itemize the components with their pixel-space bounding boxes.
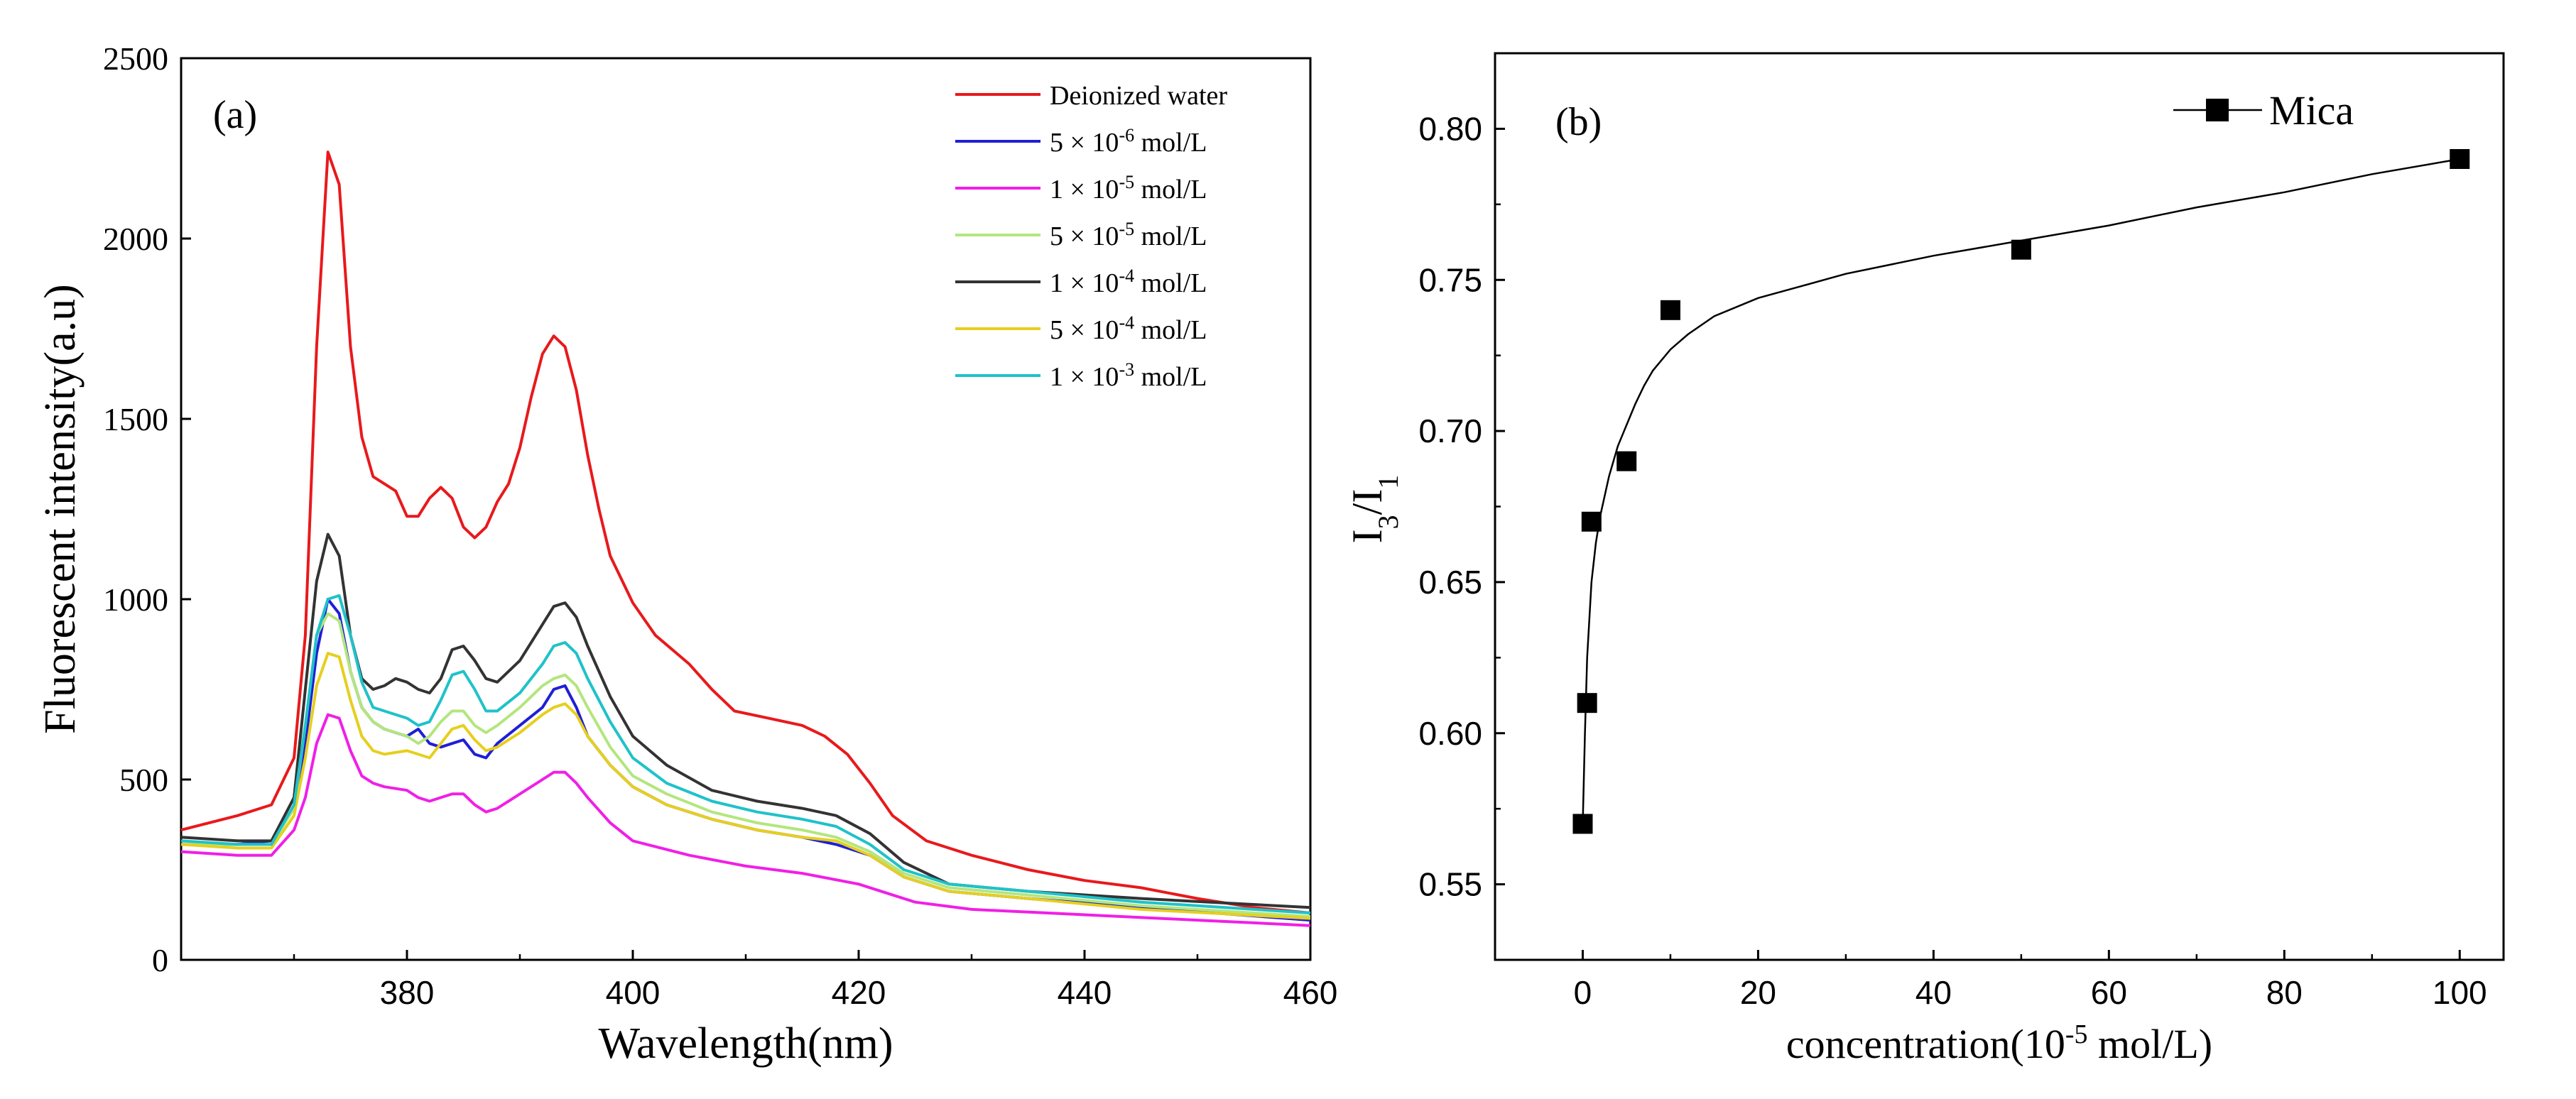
- panel-a-legend-label-2: 1 × 10-5 mol/L: [1050, 172, 1207, 205]
- panel-a-y-tick-label-4: 2000: [103, 221, 168, 257]
- panel-b-label: (b): [1555, 100, 1602, 144]
- panel-a-series-line-5: [180, 652, 1311, 920]
- panel-b-y-tick-label-5: 0.80: [1418, 110, 1482, 147]
- panel-a-legend-label-prefix: 5 × 10: [1050, 222, 1119, 251]
- panel-a-axis-ticks: 0 500 1000 1500 2000 2500 380 400 420 440 460: [103, 40, 1337, 1011]
- panel-a-y-tick-label-1: 500: [119, 762, 168, 798]
- panel-a-x-tick-label-0: 380: [380, 974, 435, 1011]
- panel-a-legend-label-1: 5 × 10-6 mol/L: [1050, 125, 1207, 158]
- panel-b-fit-curve: [1582, 158, 2460, 824]
- panel-a-series-line-0: [180, 151, 1311, 914]
- panel-a-legend-label-exponent: -5: [1119, 172, 1134, 192]
- panel-a-legend-label-suffix: mol/L: [1134, 128, 1207, 158]
- panel-a-series-group: [180, 151, 1311, 927]
- panel-b-y-tick-label-4: 0.75: [1418, 261, 1482, 298]
- panel-b-x-axis-label-exponent: -5: [2065, 1019, 2088, 1049]
- panel-b-legend: Mica: [2173, 87, 2354, 133]
- panel-b-data-point-4: [1660, 300, 1680, 320]
- panel-a-legend-label-3: 5 × 10-5 mol/L: [1050, 219, 1207, 252]
- panel-b-x-axis-label-prefix: concentration(10: [1786, 1021, 2065, 1067]
- panel-a-series-line-6: [180, 594, 1311, 914]
- panel-b-data-points: [1572, 148, 2470, 834]
- panel-a-series-line-3: [181, 612, 1311, 918]
- panel-b-y-tick-label-1: 0.60: [1418, 715, 1482, 752]
- panel-a-legend-label-prefix: 1 × 10: [1050, 362, 1119, 392]
- panel-a-legend-label-suffix: mol/L: [1134, 222, 1207, 251]
- panel-b-data-point-0: [1572, 814, 1593, 834]
- panel-a-legend-label-prefix: 5 × 10: [1050, 128, 1119, 158]
- panel-a-x-axis-label: Wavelength(nm): [598, 1019, 893, 1068]
- panel-a-legend-label-exponent: -6: [1119, 125, 1134, 146]
- panel-a-legend-label-prefix: 1 × 10: [1050, 268, 1119, 298]
- panel-b-x-tick-label-4: 80: [2266, 974, 2303, 1011]
- panel-b-y-tick-label-2: 0.65: [1418, 564, 1482, 601]
- panel-b-y-tick-label-0: 0.55: [1418, 866, 1482, 903]
- panel-b-y-tick-label-3: 0.70: [1418, 412, 1482, 449]
- panel-b-x-tick-label-5: 100: [2433, 974, 2487, 1011]
- panel-a-legend-label-suffix: mol/L: [1134, 315, 1207, 345]
- panel-a-y-axis-label: Fluorescent intensity(a.u): [36, 284, 85, 734]
- panel-a-legend-label-suffix: mol/L: [1134, 268, 1207, 298]
- panel-a-series-line-4: [180, 532, 1311, 909]
- panel-a-legend-label-exponent: -3: [1119, 359, 1134, 380]
- panel-b-x-tick-label-2: 40: [1915, 974, 1952, 1011]
- panel-a-y-tick-label-3: 1500: [103, 401, 168, 437]
- panel-a-legend-label-suffix: mol/L: [1134, 175, 1207, 204]
- panel-b-legend-text: Mica: [2269, 87, 2354, 133]
- panel-a-series-line-1: [181, 598, 1311, 922]
- panel-a-series-line-2: [180, 713, 1311, 927]
- panel-b-plot-frame: [1494, 52, 2505, 961]
- panel-b-data-point-3: [1616, 451, 1637, 471]
- panel-a-legend-label-4: 1 × 10-4 mol/L: [1050, 266, 1207, 299]
- panel-a-x-tick-label-3: 440: [1058, 974, 1112, 1011]
- panel-b-data-point-2: [1581, 511, 1602, 532]
- panel-a-legend-label-exponent: -4: [1119, 312, 1134, 333]
- panel-b-data-point-6: [2450, 148, 2470, 169]
- panel-b-x-tick-label-1: 20: [1740, 974, 1776, 1011]
- panel-a-legend-label-prefix: 1 × 10: [1050, 175, 1119, 204]
- panel-b-data-point-1: [1577, 693, 1597, 713]
- panel-a-label: (a): [213, 93, 257, 137]
- panel-b-ratio-chart: 0.55 0.60 0.65 0.70 0.75 0.80 0 20 40 60 80 100 (b)…: [1344, 52, 2505, 1067]
- panel-b-x-tick-label-0: 0: [1574, 974, 1592, 1011]
- panel-b-y-axis-label: I3/I1: [1344, 475, 1404, 544]
- panel-b-axis-ticks: 0.55 0.60 0.65 0.70 0.75 0.80 0 20 40 60 80 100: [1418, 110, 2487, 1011]
- panel-b-x-axis-label-suffix: mol/L): [2088, 1021, 2213, 1067]
- panel-b-y-axis-label-sub2: 1: [1372, 475, 1404, 489]
- panel-a-legend-label-suffix: mol/L: [1134, 362, 1207, 392]
- panel-a-legend-label-5: 5 × 10-4 mol/L: [1050, 312, 1207, 346]
- panel-b-y-axis-label-slash: /I: [1344, 489, 1391, 515]
- panel-a-legend-label-prefix: Deionized water: [1050, 81, 1227, 111]
- panel-b-x-tick-label-3: 60: [2091, 974, 2127, 1011]
- panel-a-x-tick-label-4: 460: [1283, 974, 1338, 1011]
- panel-a-y-tick-label-2: 1000: [103, 581, 168, 618]
- panel-a-y-tick-label-0: 0: [152, 942, 168, 978]
- panel-a-x-tick-label-1: 400: [606, 974, 661, 1011]
- panel-a-legend-label-exponent: -4: [1119, 266, 1134, 286]
- panel-a-x-tick-label-2: 420: [832, 974, 886, 1011]
- panel-b-x-axis-label: concentration(10-5 mol/L): [1786, 1019, 2212, 1067]
- panel-a-legend-label-6: 1 × 10-3 mol/L: [1050, 359, 1207, 393]
- panel-b-y-axis-label-main: I: [1344, 529, 1391, 543]
- panel-a-y-tick-label-5: 2500: [103, 40, 168, 77]
- panel-b-legend-marker: [2206, 99, 2229, 121]
- panel-b-data-point-5: [2011, 239, 2031, 260]
- panel-a-legend-label-prefix: 5 × 10: [1050, 315, 1119, 345]
- panel-a-legend-label-exponent: -5: [1119, 219, 1134, 239]
- panel-a-legend-label-0: Deionized water: [1050, 81, 1227, 111]
- panel-b-y-axis-label-sub1: 3: [1372, 515, 1404, 529]
